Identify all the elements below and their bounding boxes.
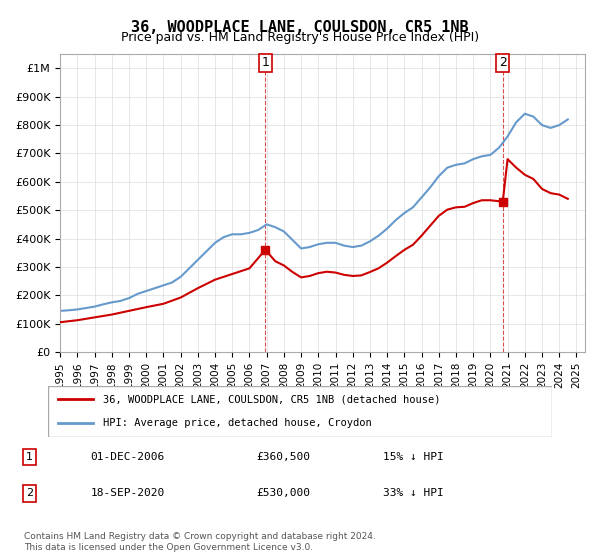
Text: Contains HM Land Registry data © Crown copyright and database right 2024.
This d: Contains HM Land Registry data © Crown c… bbox=[24, 532, 376, 552]
Text: 2: 2 bbox=[26, 488, 33, 498]
Text: 15% ↓ HPI: 15% ↓ HPI bbox=[383, 452, 443, 462]
Text: £360,500: £360,500 bbox=[256, 452, 310, 462]
Text: 1: 1 bbox=[262, 56, 269, 69]
FancyBboxPatch shape bbox=[48, 386, 552, 437]
Text: Price paid vs. HM Land Registry's House Price Index (HPI): Price paid vs. HM Land Registry's House … bbox=[121, 31, 479, 44]
Text: 36, WOODPLACE LANE, COULSDON, CR5 1NB (detached house): 36, WOODPLACE LANE, COULSDON, CR5 1NB (d… bbox=[103, 394, 441, 404]
Text: 1: 1 bbox=[26, 452, 33, 462]
Text: 01-DEC-2006: 01-DEC-2006 bbox=[90, 452, 164, 462]
Text: HPI: Average price, detached house, Croydon: HPI: Average price, detached house, Croy… bbox=[103, 418, 372, 428]
Text: 33% ↓ HPI: 33% ↓ HPI bbox=[383, 488, 443, 498]
Text: £530,000: £530,000 bbox=[256, 488, 310, 498]
Text: 2: 2 bbox=[499, 56, 506, 69]
Text: 18-SEP-2020: 18-SEP-2020 bbox=[90, 488, 164, 498]
Text: 36, WOODPLACE LANE, COULSDON, CR5 1NB: 36, WOODPLACE LANE, COULSDON, CR5 1NB bbox=[131, 20, 469, 35]
